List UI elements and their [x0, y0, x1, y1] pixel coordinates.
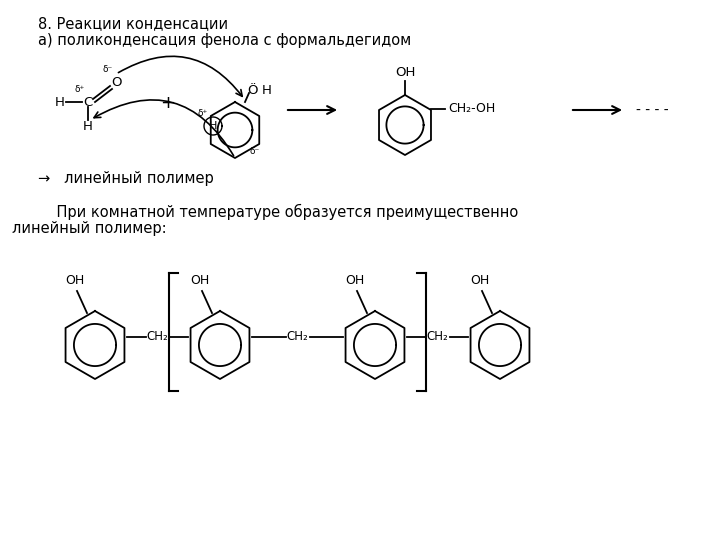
Text: CH₂-OH: CH₂-OH — [448, 103, 495, 116]
Text: OH: OH — [346, 274, 364, 287]
Text: CH₂: CH₂ — [147, 330, 168, 343]
Text: H: H — [262, 84, 272, 97]
Text: Ö: Ö — [248, 84, 258, 97]
Text: - - - -: - - - - — [636, 103, 669, 117]
Text: OH: OH — [470, 274, 490, 287]
Text: δ⁻: δ⁻ — [250, 147, 260, 157]
Text: а) поликонденсация фенола с формальдегидом: а) поликонденсация фенола с формальдегид… — [38, 33, 411, 49]
Text: H: H — [83, 120, 93, 133]
Text: +: + — [161, 94, 176, 112]
Text: O: O — [111, 76, 121, 89]
Text: линейный полимер:: линейный полимер: — [12, 220, 166, 235]
Text: OH: OH — [66, 274, 85, 287]
Text: CH₂: CH₂ — [287, 330, 308, 343]
Text: При комнатной температуре образуется преимущественно: При комнатной температуре образуется пре… — [38, 204, 518, 220]
Text: →   линейный полимер: → линейный полимер — [38, 171, 214, 186]
Text: H: H — [209, 121, 217, 131]
Text: OH: OH — [395, 66, 415, 79]
Text: δ⁻: δ⁻ — [103, 64, 113, 73]
Text: δ⁺: δ⁺ — [198, 110, 208, 118]
Text: H: H — [55, 96, 65, 109]
Text: OH: OH — [190, 274, 210, 287]
Text: CH₂: CH₂ — [427, 330, 449, 343]
Text: δ⁺: δ⁺ — [75, 85, 85, 94]
Text: 8. Реакции конденсации: 8. Реакции конденсации — [38, 17, 228, 31]
Text: C: C — [84, 96, 93, 109]
